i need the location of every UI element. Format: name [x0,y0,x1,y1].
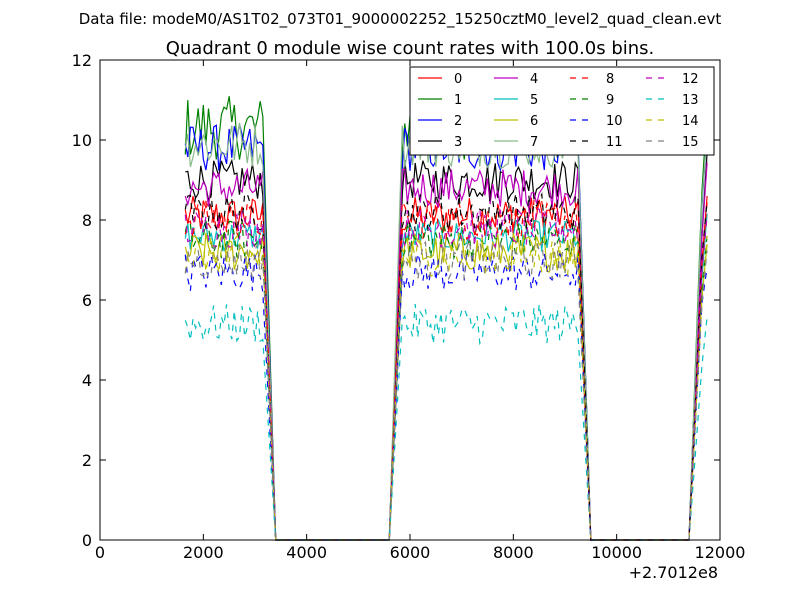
y-tick-label: 12 [72,51,92,70]
y-tick-label: 4 [82,371,92,390]
y-tick-label: 0 [82,531,92,550]
x-tick-label: 4000 [286,543,327,562]
series-line-11 [184,192,708,541]
legend-label: 9 [606,93,614,108]
legend-label: 7 [530,135,538,150]
legend-label: 13 [682,93,699,108]
series-line-10 [184,252,708,541]
x-tick-label: 12000 [695,543,746,562]
legend-label: 15 [682,135,699,150]
legend-label: 2 [454,114,462,129]
chart-suptitle: Data file: modeM0/AS1T02_073T01_90000022… [79,10,722,29]
x-tick-label: 10000 [591,543,642,562]
y-tick-label: 8 [82,211,92,230]
series-line-0 [184,195,708,541]
series-line-8 [184,199,708,541]
legend-label: 0 [454,72,462,87]
legend-label: 1 [454,93,462,108]
series-line-9 [184,219,708,541]
x-tick-label: 6000 [390,543,431,562]
x-tick-label: 2000 [183,543,224,562]
y-tick-label: 10 [72,131,92,150]
x-offset-label: +2.7012e8 [629,563,718,582]
chart-title: Quadrant 0 module wise count rates with … [166,38,655,59]
x-axis: 0 2000 4000 6000 8000 10000 12000 [95,60,746,562]
legend-label: 5 [530,93,538,108]
series-line-4 [184,162,708,541]
legend-label: 8 [606,72,614,87]
x-tick-label: 8000 [493,543,534,562]
legend-label: 11 [606,135,623,150]
legend-label: 3 [454,135,462,150]
series-line-12 [184,206,708,541]
y-tick-label: 2 [82,451,92,470]
series-line-15 [184,239,708,541]
legend-label: 12 [682,72,699,87]
legend-label: 14 [682,114,699,129]
x-tick-label: 0 [95,543,105,562]
legend-label: 4 [530,72,538,87]
y-tick-label: 6 [82,291,92,310]
legend-label: 10 [606,114,623,129]
legend-box [409,66,715,156]
legend-label: 6 [530,114,538,129]
series-line-13 [184,303,708,541]
series-line-14 [184,234,708,541]
